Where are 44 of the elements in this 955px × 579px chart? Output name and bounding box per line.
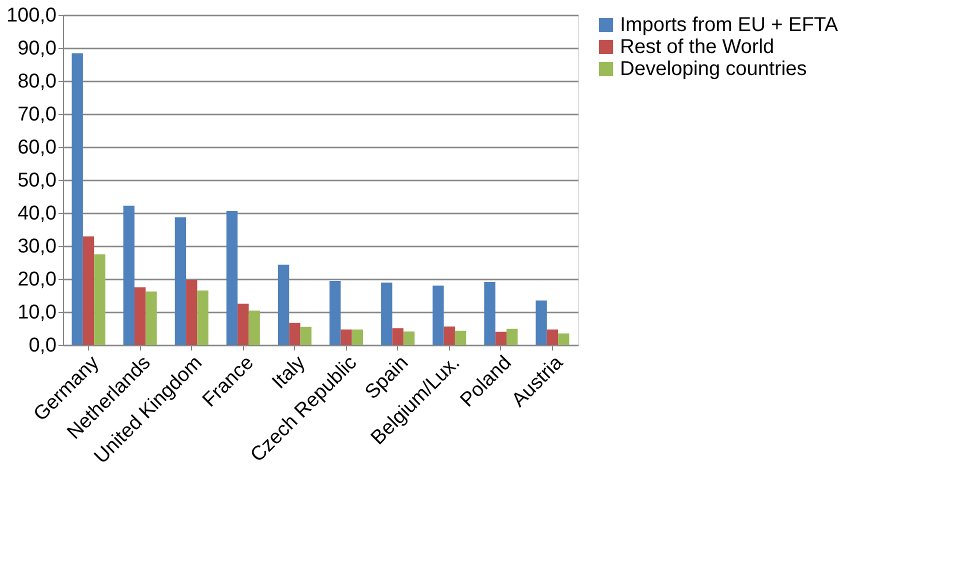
bar bbox=[226, 211, 238, 345]
y-tick-label: 60,0 bbox=[18, 136, 56, 158]
bar bbox=[506, 328, 518, 345]
bar bbox=[134, 287, 146, 345]
bar bbox=[123, 206, 134, 345]
y-tick-label: 0,0 bbox=[28, 334, 56, 356]
y-tick-label: 70,0 bbox=[18, 104, 56, 126]
bar bbox=[536, 300, 547, 345]
legend-label: Imports from EU + EFTA bbox=[620, 14, 839, 36]
bar bbox=[146, 292, 157, 345]
bar bbox=[495, 332, 507, 345]
legend-label: Developing countries bbox=[620, 58, 807, 80]
legend-label: Rest of the World bbox=[620, 36, 774, 58]
bar bbox=[94, 254, 106, 345]
y-tick-label: 30,0 bbox=[18, 236, 56, 258]
bar bbox=[392, 328, 404, 345]
bar bbox=[484, 282, 496, 345]
y-tick-label: 80,0 bbox=[18, 70, 56, 92]
bar bbox=[186, 280, 198, 345]
bar bbox=[381, 282, 392, 345]
bar bbox=[444, 326, 455, 345]
y-tick-label: 10,0 bbox=[18, 302, 56, 324]
bar bbox=[248, 310, 260, 345]
y-tick-label: 90,0 bbox=[18, 38, 56, 60]
y-tick-label: 100,0 bbox=[6, 4, 56, 26]
bar bbox=[454, 330, 466, 345]
bar bbox=[403, 331, 415, 345]
bar bbox=[546, 329, 558, 345]
bar bbox=[174, 217, 186, 345]
bar bbox=[82, 236, 94, 345]
bar bbox=[72, 53, 83, 345]
bar bbox=[352, 329, 364, 345]
bar bbox=[238, 304, 249, 345]
bar bbox=[197, 290, 208, 345]
bar bbox=[300, 326, 312, 345]
bar bbox=[289, 322, 300, 345]
bar bbox=[558, 333, 570, 345]
bar bbox=[278, 264, 290, 345]
y-tick-label: 40,0 bbox=[18, 202, 56, 224]
bar bbox=[340, 329, 352, 345]
bar bbox=[432, 286, 444, 345]
y-tick-label: 50,0 bbox=[18, 170, 56, 192]
y-tick-label: 20,0 bbox=[18, 268, 56, 290]
bar bbox=[330, 280, 341, 345]
